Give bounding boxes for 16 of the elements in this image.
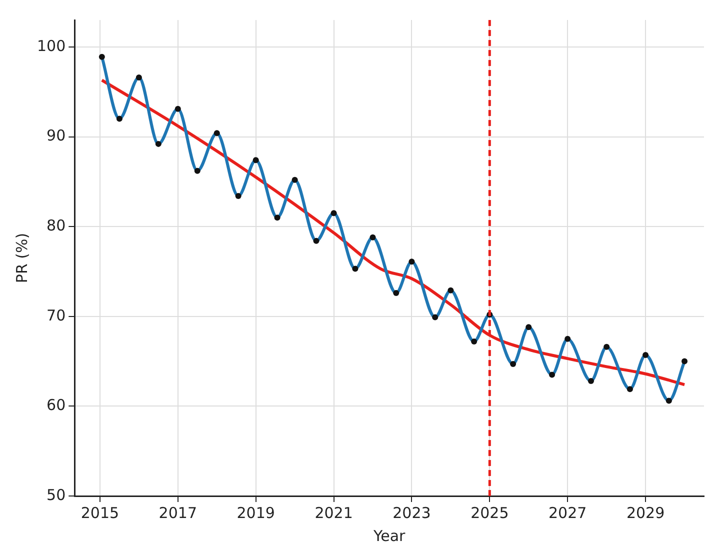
- y-tick-label: 100: [36, 36, 66, 55]
- x-tick-label: 2023: [392, 504, 431, 522]
- x-tick-label: 2029: [626, 504, 665, 522]
- x-tick-label: 2021: [314, 504, 353, 522]
- x-tick-label: 2019: [236, 504, 275, 522]
- y-tick-label: 50: [46, 486, 66, 504]
- y-tick-label: 80: [46, 216, 66, 234]
- y-tick-label: 70: [46, 306, 66, 324]
- y-tick-label: 90: [46, 126, 66, 145]
- x-tick-label: 2025: [470, 504, 509, 522]
- x-tick-label: 2015: [80, 504, 120, 522]
- y-tick-label: 60: [46, 396, 66, 414]
- x-axis-title: Year: [372, 526, 406, 545]
- x-tick-label: 2027: [548, 504, 587, 522]
- x-tick-label: 2017: [158, 504, 197, 522]
- y-axis-title: PR (%): [12, 232, 31, 284]
